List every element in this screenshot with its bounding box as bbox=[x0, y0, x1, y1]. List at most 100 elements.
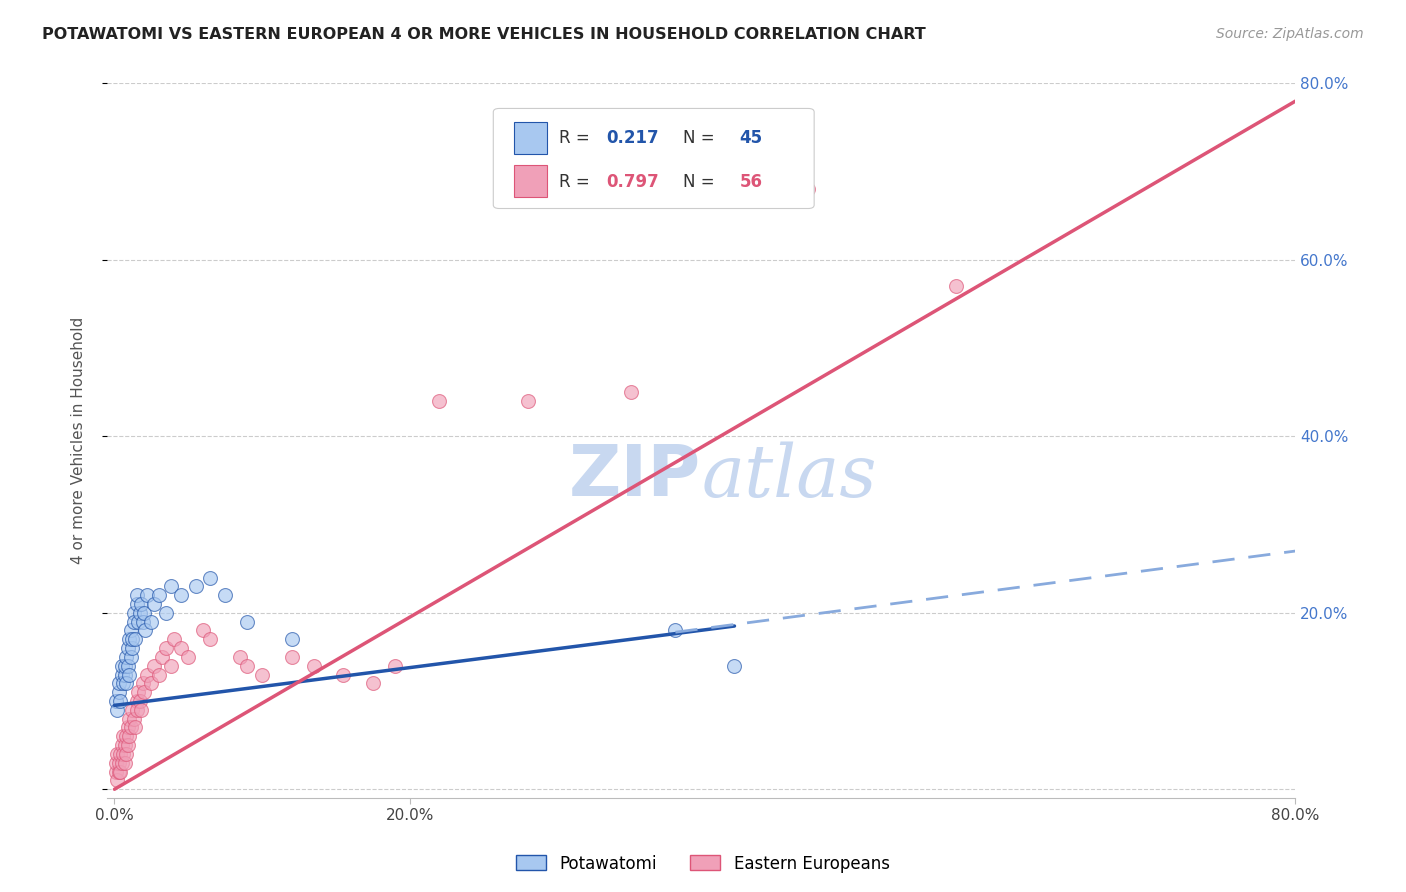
Point bbox=[620, 385, 643, 400]
Point bbox=[114, 738, 136, 752]
Point bbox=[332, 667, 354, 681]
Point bbox=[143, 597, 166, 611]
Point bbox=[111, 667, 134, 681]
Point bbox=[159, 579, 181, 593]
Point bbox=[141, 676, 163, 690]
Point bbox=[121, 641, 143, 656]
Point bbox=[120, 649, 142, 664]
Point bbox=[280, 632, 302, 647]
Point bbox=[114, 667, 136, 681]
Point bbox=[107, 747, 129, 761]
Point bbox=[129, 597, 152, 611]
Point bbox=[114, 658, 136, 673]
Point bbox=[250, 667, 273, 681]
Point bbox=[155, 606, 177, 620]
Point bbox=[120, 721, 142, 735]
Text: ZIP: ZIP bbox=[569, 442, 702, 511]
Point bbox=[117, 738, 139, 752]
Point bbox=[191, 624, 214, 638]
Legend: Potawatomi, Eastern Europeans: Potawatomi, Eastern Europeans bbox=[509, 848, 897, 880]
Point bbox=[162, 632, 184, 647]
Point bbox=[148, 588, 170, 602]
Point bbox=[115, 649, 138, 664]
Point bbox=[107, 773, 129, 788]
Point bbox=[155, 641, 177, 656]
Point bbox=[664, 624, 686, 638]
Point bbox=[124, 632, 146, 647]
Y-axis label: 4 or more Vehicles in Household: 4 or more Vehicles in Household bbox=[72, 318, 86, 565]
Text: POTAWATOMI VS EASTERN EUROPEAN 4 OR MORE VEHICLES IN HOUSEHOLD CORRELATION CHART: POTAWATOMI VS EASTERN EUROPEAN 4 OR MORE… bbox=[42, 27, 927, 42]
Point bbox=[361, 676, 384, 690]
Text: 56: 56 bbox=[740, 173, 762, 191]
Point bbox=[115, 676, 138, 690]
Point bbox=[122, 606, 145, 620]
Text: R =: R = bbox=[558, 173, 595, 191]
Point bbox=[516, 394, 538, 409]
Point bbox=[150, 649, 173, 664]
Point bbox=[170, 641, 193, 656]
Point bbox=[111, 738, 134, 752]
Text: Source: ZipAtlas.com: Source: ZipAtlas.com bbox=[1216, 27, 1364, 41]
Point bbox=[114, 756, 136, 770]
Point bbox=[125, 588, 148, 602]
Point bbox=[104, 694, 127, 708]
Point bbox=[214, 588, 236, 602]
Point bbox=[121, 632, 143, 647]
Point bbox=[110, 747, 132, 761]
Point bbox=[111, 658, 134, 673]
Point bbox=[128, 694, 150, 708]
Point bbox=[110, 764, 132, 779]
Point bbox=[111, 756, 134, 770]
Text: 45: 45 bbox=[740, 129, 762, 147]
Point bbox=[112, 676, 135, 690]
Point bbox=[125, 694, 148, 708]
Point bbox=[122, 615, 145, 629]
Point bbox=[280, 649, 302, 664]
Text: N =: N = bbox=[683, 173, 720, 191]
Point bbox=[117, 721, 139, 735]
Point bbox=[131, 615, 153, 629]
Point bbox=[104, 764, 127, 779]
Text: 0.797: 0.797 bbox=[606, 173, 659, 191]
Point bbox=[124, 721, 146, 735]
Point bbox=[302, 658, 325, 673]
Point bbox=[118, 712, 141, 726]
Point bbox=[127, 685, 149, 699]
Point bbox=[118, 632, 141, 647]
Point bbox=[117, 641, 139, 656]
Point bbox=[120, 624, 142, 638]
FancyBboxPatch shape bbox=[494, 109, 814, 209]
Point bbox=[127, 615, 149, 629]
Point bbox=[159, 658, 181, 673]
Point bbox=[177, 649, 200, 664]
Point bbox=[112, 729, 135, 743]
Text: R =: R = bbox=[558, 129, 595, 147]
Point bbox=[945, 279, 967, 293]
Point bbox=[427, 394, 450, 409]
Point bbox=[115, 729, 138, 743]
Point bbox=[129, 703, 152, 717]
Point bbox=[184, 579, 207, 593]
Point bbox=[112, 747, 135, 761]
Point bbox=[229, 649, 252, 664]
Text: atlas: atlas bbox=[702, 442, 877, 512]
Text: 0.217: 0.217 bbox=[606, 129, 659, 147]
Point bbox=[108, 685, 131, 699]
Point bbox=[384, 658, 406, 673]
Point bbox=[236, 615, 259, 629]
Point bbox=[118, 729, 141, 743]
Point bbox=[132, 685, 155, 699]
Point bbox=[143, 658, 166, 673]
Point bbox=[125, 703, 148, 717]
Point bbox=[108, 676, 131, 690]
Point bbox=[108, 756, 131, 770]
Point bbox=[131, 676, 153, 690]
Point bbox=[117, 658, 139, 673]
Point bbox=[136, 667, 159, 681]
Point bbox=[200, 570, 222, 584]
Point bbox=[115, 747, 138, 761]
Point bbox=[148, 667, 170, 681]
Point bbox=[104, 756, 127, 770]
Point bbox=[136, 588, 159, 602]
Point bbox=[121, 703, 143, 717]
